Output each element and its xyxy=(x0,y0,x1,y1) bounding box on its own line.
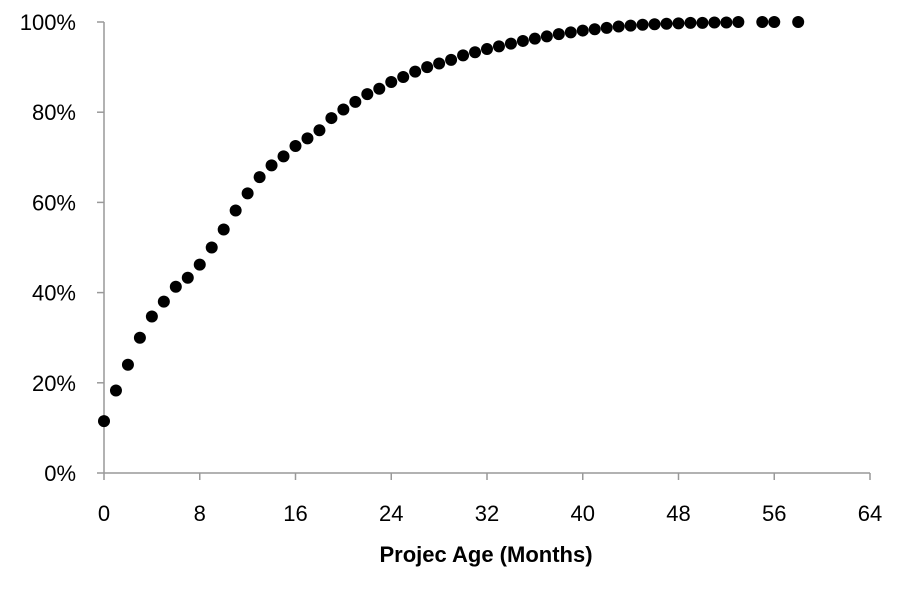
data-point xyxy=(588,23,601,36)
data-point xyxy=(98,415,110,428)
data-point xyxy=(576,24,589,37)
x-tick-label: 40 xyxy=(571,501,595,526)
data-point xyxy=(564,26,577,39)
data-point xyxy=(289,140,302,153)
y-tick-label: 0% xyxy=(44,461,76,486)
data-point xyxy=(708,16,721,29)
y-tick-label: 80% xyxy=(32,100,76,125)
y-tick-label: 20% xyxy=(32,371,76,396)
data-point xyxy=(277,150,290,163)
data-point xyxy=(612,20,625,33)
data-points xyxy=(98,16,805,428)
data-point xyxy=(421,61,434,74)
data-point xyxy=(528,32,541,45)
data-point xyxy=(325,112,338,125)
data-point xyxy=(301,132,314,145)
data-point xyxy=(397,71,410,84)
data-point xyxy=(205,241,218,254)
data-point xyxy=(720,16,733,29)
data-point xyxy=(265,159,278,172)
y-ticks: 0% 20% 40% 60% 80% 100% xyxy=(20,10,104,486)
data-point xyxy=(624,19,637,32)
x-tick-label: 24 xyxy=(379,501,403,526)
data-point xyxy=(516,34,529,47)
x-tick-label: 32 xyxy=(475,501,499,526)
data-point xyxy=(481,43,493,56)
x-tick-label: 56 xyxy=(762,501,786,526)
data-point xyxy=(492,40,505,53)
data-point xyxy=(792,16,805,28)
data-point xyxy=(445,53,458,66)
y-tick-label: 40% xyxy=(32,281,76,306)
data-point xyxy=(457,49,470,62)
data-point xyxy=(145,310,158,323)
x-ticks: 0 8 16 24 32 40 48 56 64 xyxy=(98,473,882,526)
data-point xyxy=(672,17,685,30)
x-axis-title: Projec Age (Months) xyxy=(379,542,592,567)
data-point xyxy=(768,16,781,28)
data-point xyxy=(504,37,517,50)
data-point xyxy=(181,271,194,284)
data-point xyxy=(169,280,182,293)
axes xyxy=(103,22,870,474)
data-point xyxy=(121,358,134,371)
data-point xyxy=(732,16,745,28)
x-tick-label: 0 xyxy=(98,501,110,526)
data-point xyxy=(385,75,398,88)
data-point xyxy=(409,65,422,78)
data-point xyxy=(636,18,649,31)
data-point xyxy=(337,103,350,116)
data-point xyxy=(217,223,230,236)
x-tick-label: 64 xyxy=(858,501,882,526)
data-point xyxy=(349,95,362,108)
data-point xyxy=(157,295,170,308)
x-tick-label: 16 xyxy=(283,501,307,526)
data-point xyxy=(109,384,122,397)
y-tick-label: 100% xyxy=(20,10,76,35)
data-point xyxy=(361,88,374,101)
data-point xyxy=(756,16,769,28)
data-point xyxy=(648,18,661,31)
data-point xyxy=(193,258,206,271)
data-point xyxy=(469,46,482,59)
y-tick-label: 60% xyxy=(32,190,76,215)
data-point xyxy=(660,17,673,30)
x-tick-label: 8 xyxy=(194,501,206,526)
data-point xyxy=(373,82,386,95)
data-point xyxy=(133,331,146,344)
data-point xyxy=(696,16,709,29)
data-point xyxy=(552,28,565,41)
data-point xyxy=(600,21,613,34)
data-point xyxy=(540,30,553,43)
x-tick-label: 48 xyxy=(666,501,690,526)
data-point xyxy=(229,204,242,217)
data-point xyxy=(241,187,254,200)
data-point xyxy=(433,57,446,70)
data-point xyxy=(684,16,697,29)
data-point xyxy=(313,124,326,137)
data-point xyxy=(253,171,266,184)
